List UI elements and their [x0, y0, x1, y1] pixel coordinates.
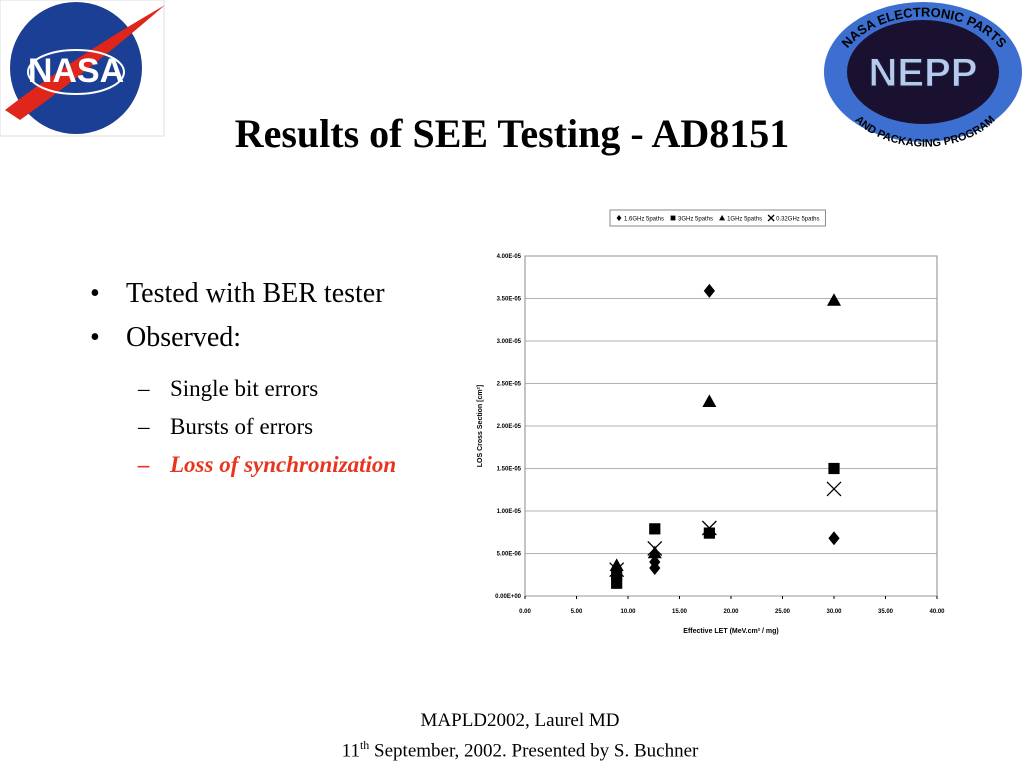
- footer-line: MAPLD2002, Laurel MD: [420, 710, 620, 731]
- point: [609, 562, 625, 578]
- point: [611, 577, 623, 589]
- y-tick-label: 2.00E-05: [497, 424, 522, 430]
- y-tick-label: 0.00E+00: [495, 594, 522, 600]
- y-tick-label: 1.50E-05: [497, 467, 522, 473]
- logo-text: NEPP: [869, 51, 978, 95]
- point: [703, 283, 715, 298]
- x-tick-label: 15.00: [672, 609, 688, 615]
- x-tick-label: 5.00: [571, 609, 583, 615]
- legend-box: [609, 209, 826, 227]
- logo-orbit: [27, 49, 125, 95]
- x-tick-label: 25.00: [775, 609, 791, 615]
- bullets: Tested with BER tester Observed:: [90, 278, 385, 366]
- point: [649, 523, 661, 535]
- logo-swoosh: [5, 5, 165, 120]
- point: [611, 569, 623, 581]
- footer-suffix: th: [359, 738, 370, 752]
- footer-text: September, 2002. Presented by S. Buchner: [369, 740, 699, 762]
- nasa-logo: NASA: [0, 0, 165, 137]
- y-tick-label: 1.00E-05: [497, 509, 522, 515]
- x-tick-label: 35.00: [878, 609, 894, 615]
- point: [703, 527, 715, 539]
- legend-marker: [767, 214, 775, 222]
- sub-bullet: Single bit errors: [138, 376, 396, 402]
- x-tick-label: 0.00: [519, 609, 531, 615]
- x-tick-label: 40.00: [929, 609, 945, 615]
- sub-bullet: Loss of synchronization: [138, 452, 396, 478]
- footer-day: 11: [341, 740, 360, 762]
- logo-core: [847, 20, 999, 124]
- bullet: Tested with BER tester: [90, 278, 385, 310]
- footer-line: 11th September, 2002. Presented by S. Bu…: [0, 733, 1024, 763]
- y-axis-label: LOS Cross Section [cm²]: [477, 385, 484, 467]
- y-tick-label: 4.00E-05: [497, 254, 522, 260]
- nepp-logo: NEPP NASA ELECTRONIC PARTS AND PACKAGING…: [824, 2, 1022, 150]
- x-tick-label: 10.00: [620, 609, 636, 615]
- legend-marker: [670, 215, 676, 221]
- point: [647, 540, 663, 556]
- sub-bullets: Single bit errors Bursts of errors Loss …: [138, 376, 396, 490]
- point: [702, 394, 717, 407]
- legend-label: 1.6GHz 5paths: [624, 217, 664, 223]
- y-tick-label: 3.00E-05: [497, 339, 522, 345]
- x-axis-label: Effective LET (MeV.cm² / mg): [683, 628, 778, 635]
- point: [827, 293, 841, 306]
- point: [828, 462, 840, 475]
- point: [609, 558, 624, 571]
- legend-label: 1GHz 5paths: [727, 217, 762, 223]
- bullet: Observed:: [90, 322, 385, 354]
- x-tick-label: 30.00: [826, 609, 842, 615]
- point: [828, 531, 840, 546]
- y-tick-label: 5.00E-06: [497, 552, 522, 558]
- legend-label: 3GHz 5paths: [678, 217, 713, 223]
- sub-bullet: Bursts of errors: [138, 414, 396, 440]
- point: [826, 481, 842, 497]
- legend-marker: [719, 215, 726, 221]
- point: [701, 520, 717, 536]
- logo-text: NASA: [28, 52, 124, 90]
- point: [647, 545, 662, 559]
- slide-title: Results of SEE Testing - AD8151: [234, 111, 790, 156]
- legend-marker: [616, 215, 622, 221]
- y-tick-label: 2.50E-05: [497, 382, 522, 388]
- legend-label: 0.32GHz 5paths: [776, 217, 819, 223]
- chart: 0.00E+00 5.00E-06 1.00E-05 1.50E-05 2.00E-05…: [477, 209, 945, 635]
- y-tick-label: 3.50E-05: [497, 297, 522, 303]
- footer: MAPLD2002, Laurel MD 11th September, 200…: [0, 708, 1024, 763]
- legend: 1.6GHz 5paths 3GHz 5paths 1GHz 5paths 0.32G…: [609, 209, 826, 227]
- x-tick-label: 20.00: [723, 609, 739, 615]
